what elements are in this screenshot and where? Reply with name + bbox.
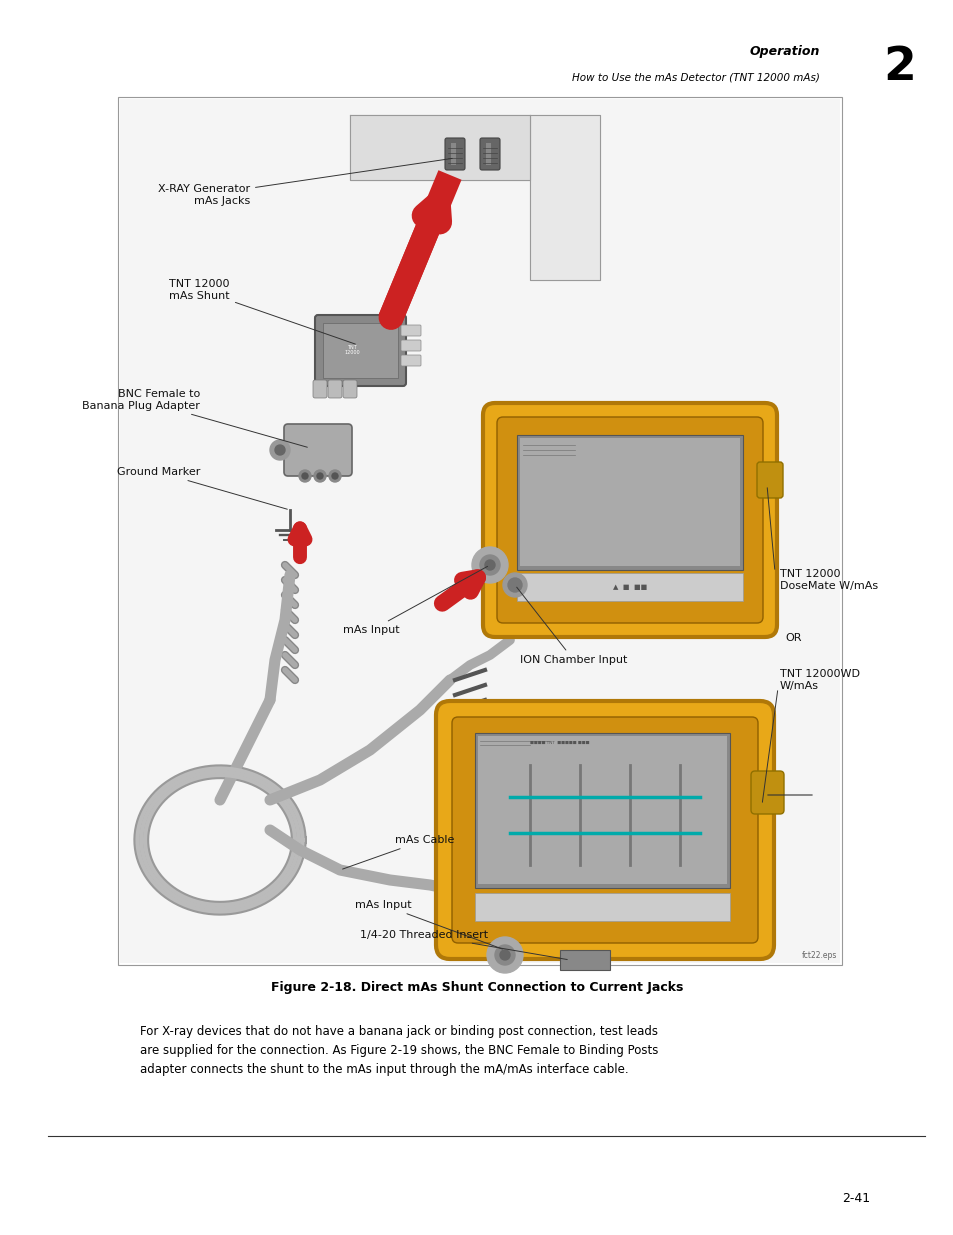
Text: mAs Input: mAs Input: [343, 567, 487, 635]
Bar: [451, 143, 456, 165]
Circle shape: [486, 937, 522, 973]
Circle shape: [495, 945, 515, 965]
Text: TNT 12000
DoseMate W/mAs: TNT 12000 DoseMate W/mAs: [780, 569, 877, 590]
Circle shape: [479, 555, 499, 576]
Circle shape: [507, 578, 521, 592]
FancyBboxPatch shape: [497, 417, 762, 622]
Text: How to Use the mAs Detector (TNT 12000 mAs): How to Use the mAs Detector (TNT 12000 m…: [572, 72, 820, 82]
Text: Operation: Operation: [749, 44, 820, 58]
Polygon shape: [350, 115, 530, 180]
Text: TNT 12000WD
W/mAs: TNT 12000WD W/mAs: [780, 669, 859, 690]
Bar: [559, 950, 609, 969]
Bar: [519, 438, 740, 566]
Circle shape: [502, 573, 526, 597]
Text: mAs Input: mAs Input: [355, 900, 502, 948]
Text: 2: 2: [882, 46, 916, 90]
FancyBboxPatch shape: [479, 138, 499, 170]
Circle shape: [472, 547, 507, 583]
FancyBboxPatch shape: [313, 380, 327, 398]
Circle shape: [499, 950, 510, 960]
Bar: [517, 435, 742, 571]
Bar: [120, 99, 840, 963]
Polygon shape: [530, 115, 599, 280]
Text: mAs Cable: mAs Cable: [342, 835, 454, 869]
Text: Figure 2-18. Direct mAs Shunt Connection to Current Jacks: Figure 2-18. Direct mAs Shunt Connection…: [271, 981, 682, 993]
Bar: [517, 573, 742, 601]
FancyBboxPatch shape: [757, 462, 782, 498]
FancyBboxPatch shape: [400, 325, 420, 336]
FancyBboxPatch shape: [750, 771, 783, 814]
Circle shape: [270, 440, 290, 459]
Text: X-RAY Generator
mAs Jacks: X-RAY Generator mAs Jacks: [157, 158, 452, 206]
Bar: [118, 98, 841, 965]
Text: OR: OR: [784, 634, 801, 643]
Bar: [485, 143, 491, 165]
Text: 2-41: 2-41: [841, 1192, 869, 1205]
FancyBboxPatch shape: [482, 403, 776, 637]
Text: ▲  ■  ■■: ▲ ■ ■■: [612, 584, 646, 590]
Circle shape: [298, 471, 311, 482]
FancyBboxPatch shape: [343, 380, 356, 398]
Circle shape: [484, 559, 495, 571]
Bar: [477, 736, 726, 884]
FancyBboxPatch shape: [328, 380, 341, 398]
Text: ■■■■ TNT  ■■■■■ ■■■: ■■■■ TNT ■■■■■ ■■■: [530, 741, 589, 745]
Text: BNC Female to
Banana Plug Adapter: BNC Female to Banana Plug Adapter: [82, 389, 307, 447]
Circle shape: [329, 471, 340, 482]
Circle shape: [332, 473, 337, 479]
Bar: [475, 893, 729, 921]
FancyBboxPatch shape: [436, 701, 773, 960]
FancyBboxPatch shape: [400, 340, 420, 351]
Bar: [475, 734, 729, 888]
FancyBboxPatch shape: [400, 354, 420, 366]
Circle shape: [302, 473, 308, 479]
Circle shape: [316, 473, 323, 479]
Text: 1/4-20 Threaded Insert: 1/4-20 Threaded Insert: [359, 930, 567, 960]
Text: ION Chamber Input: ION Chamber Input: [517, 587, 627, 664]
Text: For X-ray devices that do not have a banana jack or binding post connection, tes: For X-ray devices that do not have a ban…: [140, 1025, 658, 1076]
FancyBboxPatch shape: [444, 138, 464, 170]
FancyBboxPatch shape: [452, 718, 758, 944]
Text: TNT
12000: TNT 12000: [344, 345, 359, 356]
Circle shape: [274, 445, 285, 454]
Text: TNT 12000
mAs Shunt: TNT 12000 mAs Shunt: [170, 279, 355, 345]
FancyBboxPatch shape: [314, 315, 406, 387]
FancyBboxPatch shape: [284, 424, 352, 475]
Circle shape: [314, 471, 326, 482]
Text: Ground Marker: Ground Marker: [116, 467, 287, 509]
Text: fct22.eps: fct22.eps: [801, 951, 836, 960]
Bar: [323, 324, 397, 378]
